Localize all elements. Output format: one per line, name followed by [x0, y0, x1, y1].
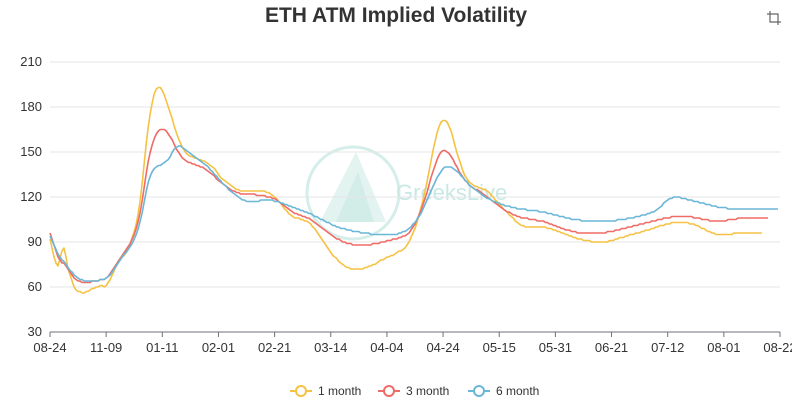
series-line-1 [49, 86, 762, 294]
x-tick-label: 01-11 [146, 340, 178, 355]
series-line-3 [49, 145, 778, 282]
x-tick-label: 02-01 [202, 340, 235, 355]
y-tick-label: 30 [28, 324, 42, 339]
x-tick-label: 08-01 [707, 340, 740, 355]
y-tick-label: 90 [28, 234, 42, 249]
x-tick-label: 02-21 [258, 340, 291, 355]
grid [50, 61, 780, 333]
x-tick-label: 06-21 [595, 340, 628, 355]
watermark: GreeksLive [305, 145, 507, 241]
x-tick-label: 05-31 [539, 340, 572, 355]
x-tick-label: 03-14 [314, 340, 347, 355]
legend-swatch-marker [295, 385, 307, 397]
legend-item[interactable]: 3 month [378, 384, 449, 398]
legend: 1 month 3 month 6 month [290, 384, 539, 398]
legend-label: 6 month [496, 384, 539, 398]
zoom-reset-icon[interactable] [766, 10, 782, 26]
x-axis: 08-24 11-09 01-11 02-01 02-21 03-14 04-04 04-24… [33, 332, 792, 355]
series-lines [49, 86, 778, 294]
legend-swatch-marker [473, 385, 485, 397]
legend-swatch-marker [383, 385, 395, 397]
x-tick-label: 11-09 [90, 340, 122, 355]
y-tick-label: 120 [20, 189, 42, 204]
legend-item[interactable]: 1 month [290, 384, 361, 398]
legend-item[interactable]: 6 month [468, 384, 539, 398]
x-tick-label: 07-12 [651, 340, 684, 355]
x-tick-label: 04-04 [370, 340, 403, 355]
watermark-text: GreeksLive [396, 180, 507, 205]
y-axis: 30 60 90 120 150 180 210 [20, 54, 42, 339]
y-tick-label: 180 [20, 99, 42, 114]
legend-label: 3 month [406, 384, 449, 398]
greekslive-logo-icon [305, 145, 401, 241]
chart-title: ETH ATM Implied Volatility [264, 4, 528, 27]
x-tick-label: 08-24 [33, 340, 66, 355]
y-tick-label: 150 [20, 144, 42, 159]
x-tick-label: 05-15 [483, 340, 516, 355]
series-line-2 [49, 128, 768, 284]
y-tick-label: 210 [20, 54, 42, 69]
y-tick-label: 60 [28, 279, 42, 294]
x-tick-label: 08-22 [763, 340, 792, 355]
legend-label: 1 month [318, 384, 361, 398]
x-tick-label: 04-24 [426, 340, 459, 355]
